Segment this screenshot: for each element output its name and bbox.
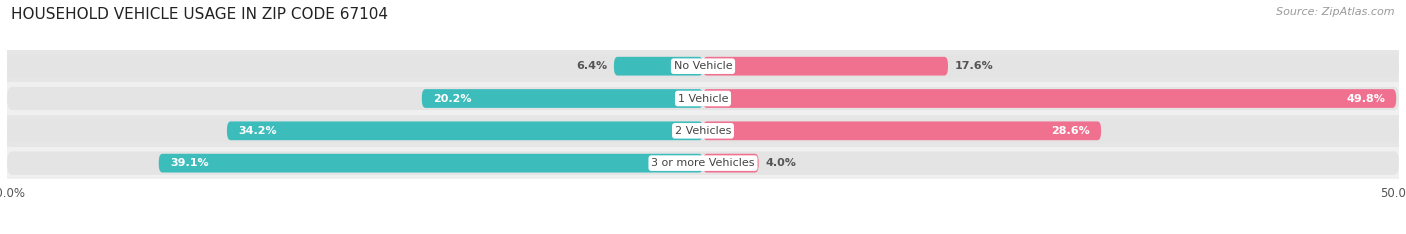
Text: 17.6%: 17.6% xyxy=(955,61,994,71)
Text: 20.2%: 20.2% xyxy=(433,94,471,103)
Text: Source: ZipAtlas.com: Source: ZipAtlas.com xyxy=(1277,7,1395,17)
FancyBboxPatch shape xyxy=(7,119,1399,143)
FancyBboxPatch shape xyxy=(703,121,1101,140)
FancyBboxPatch shape xyxy=(226,121,703,140)
FancyBboxPatch shape xyxy=(7,87,1399,110)
FancyBboxPatch shape xyxy=(703,89,1396,108)
Text: 2 Vehicles: 2 Vehicles xyxy=(675,126,731,136)
Text: 49.8%: 49.8% xyxy=(1346,94,1385,103)
Bar xyxy=(7,147,1399,179)
FancyBboxPatch shape xyxy=(703,57,948,76)
Bar xyxy=(7,115,1399,147)
Text: 6.4%: 6.4% xyxy=(576,61,607,71)
Text: 39.1%: 39.1% xyxy=(170,158,208,168)
Text: 1 Vehicle: 1 Vehicle xyxy=(678,94,728,103)
Text: HOUSEHOLD VEHICLE USAGE IN ZIP CODE 67104: HOUSEHOLD VEHICLE USAGE IN ZIP CODE 6710… xyxy=(11,7,388,22)
FancyBboxPatch shape xyxy=(422,89,703,108)
Text: 34.2%: 34.2% xyxy=(238,126,277,136)
FancyBboxPatch shape xyxy=(614,57,703,76)
Text: 4.0%: 4.0% xyxy=(766,158,797,168)
Bar xyxy=(7,50,1399,82)
Text: No Vehicle: No Vehicle xyxy=(673,61,733,71)
FancyBboxPatch shape xyxy=(159,154,703,172)
Text: 28.6%: 28.6% xyxy=(1052,126,1090,136)
Bar xyxy=(7,82,1399,115)
FancyBboxPatch shape xyxy=(7,55,1399,78)
Text: 3 or more Vehicles: 3 or more Vehicles xyxy=(651,158,755,168)
FancyBboxPatch shape xyxy=(703,154,759,172)
FancyBboxPatch shape xyxy=(7,151,1399,175)
